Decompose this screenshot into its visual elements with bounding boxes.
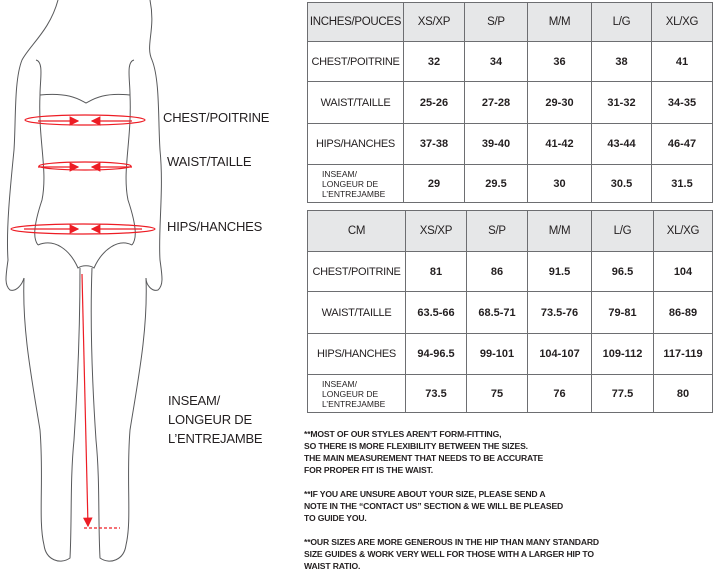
table-header-row: CM XS/XP S/P M/M L/G XL/XG [307, 210, 713, 252]
note-form-fitting: **MOST OF OUR STYLES AREN’T FORM-FITTING… [304, 429, 544, 475]
measurement-arrows [10, 114, 156, 529]
table-row: WAIST/TAILLE 63.5-66 68.5-71 73.5-76 79-… [307, 291, 713, 334]
table-row: CHEST/POITRINE 32 34 36 38 41 [307, 41, 713, 82]
hips-label: HIPS/HANCHES [167, 219, 263, 234]
inches-size-table: INCHES/POUCES XS/XP S/P M/M L/G XL/XG CH… [307, 2, 713, 203]
cm-size-table: CM XS/XP S/P M/M L/G XL/XG CHEST/POITRIN… [307, 210, 713, 413]
table-row: HIPS/HANCHES 94-96.5 99-101 104-107 109-… [307, 333, 713, 375]
note-hip-generous: **OUR SIZES ARE MORE GENEROUS IN THE HIP… [304, 537, 599, 571]
body-outline [5, 0, 163, 562]
table-header-row: INCHES/POUCES XS/XP S/P M/M L/G XL/XG [307, 2, 713, 42]
note-contact-us: **IF YOU ARE UNSURE ABOUT YOUR SIZE, PLE… [304, 489, 564, 523]
table-row: HIPS/HANCHES 37-38 39-40 41-42 43-44 46-… [307, 123, 713, 165]
waist-label: WAIST/TAILLE [167, 154, 252, 169]
body-measurement-figure [5, 0, 163, 562]
inseam-label: INSEAM/ LONGEUR DE L’ENTREJAMBE [168, 393, 263, 446]
table-row: WAIST/TAILLE 25-26 27-28 29-30 31-32 34-… [307, 81, 713, 124]
table-row: INSEAM/ LONGEUR DE L’ENTREJAMBE 73.5 75 … [307, 374, 713, 413]
table-row: CHEST/POITRINE 81 86 91.5 96.5 104 [307, 251, 713, 292]
chest-label: CHEST/POITRINE [163, 110, 270, 125]
sizing-notes: **MOST OF OUR STYLES AREN’T FORM-FITTING… [304, 428, 644, 584]
table-row: INSEAM/ LONGEUR DE L’ENTREJAMBE 29 29.5 … [307, 164, 713, 203]
